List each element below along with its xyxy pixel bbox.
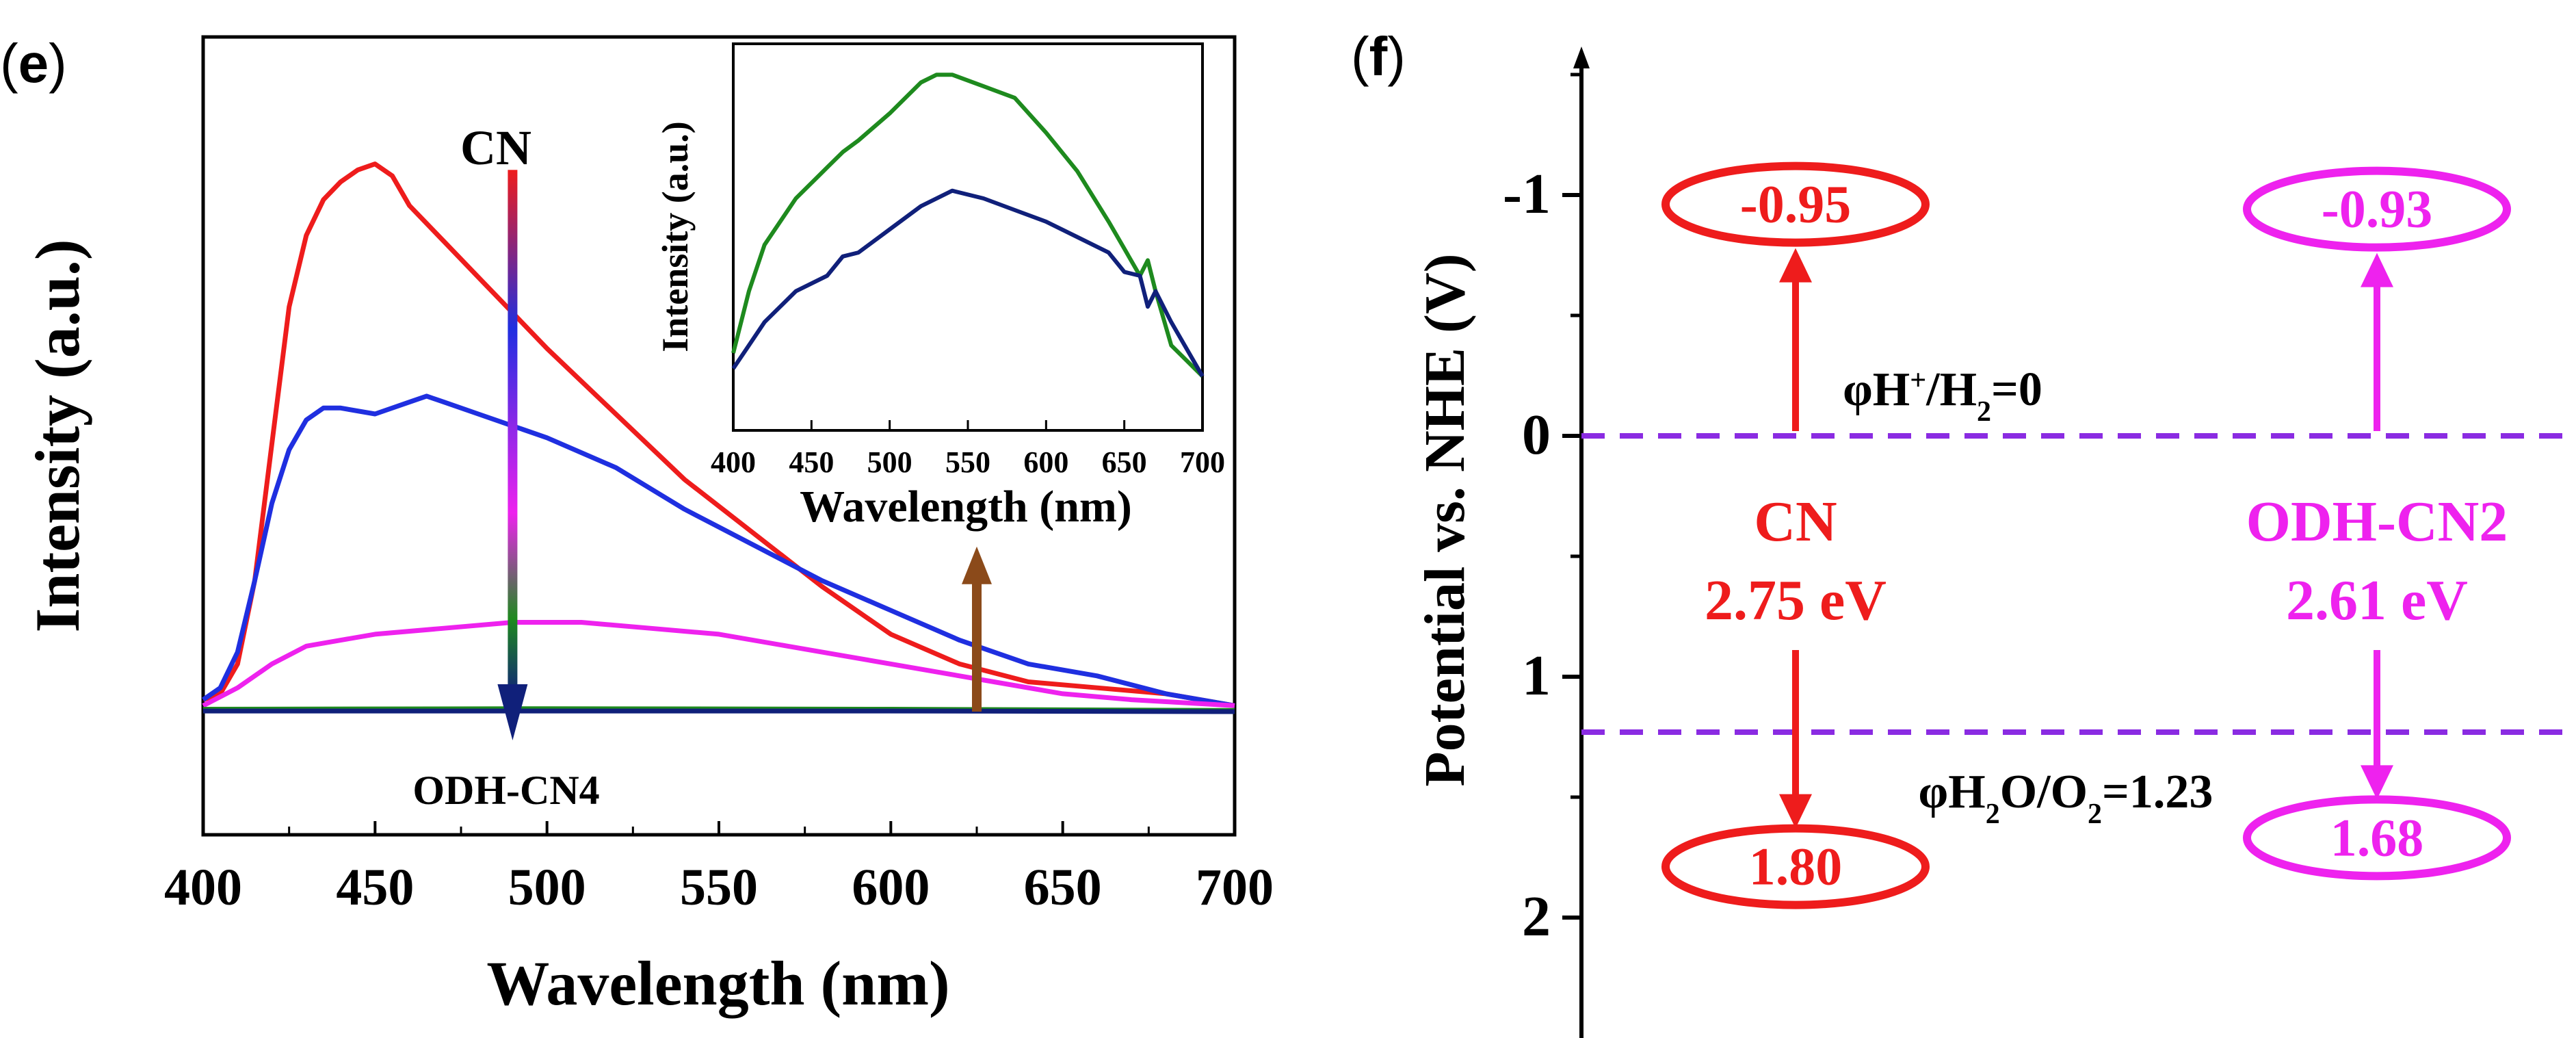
annotation-odh-cn4: ODH-CN4 [412, 768, 599, 813]
band-y-tick-label-0: 0 [1522, 403, 1551, 467]
band-y-axis-arrowhead [1573, 47, 1590, 68]
level-label-o2: φH2O/O2=1.23 [1919, 766, 2213, 830]
band-y-tick-label--1: -1 [1503, 162, 1551, 226]
bandgap-value: 2.61 eV [2286, 569, 2468, 632]
main-x-tick-label-500: 500 [508, 859, 586, 916]
sample-name: ODH-CN2 [2246, 490, 2508, 554]
level-h2-phi-h: φH [1843, 363, 1910, 416]
level-h2-plus: + [1910, 365, 1926, 396]
gap-arrowhead-up [1779, 248, 1812, 283]
main-y-axis-label: Intensity (a.u.) [23, 239, 92, 632]
level-o2-sub2b: 2 [2088, 799, 2102, 830]
main-series-group [202, 161, 1235, 714]
inset-x-tick-label-600: 600 [1023, 445, 1068, 479]
main-series-line-cn [202, 161, 1235, 708]
level-label-h2: φH+/H2=0 [1843, 363, 2042, 428]
cb-value: -0.93 [2322, 179, 2432, 239]
level-o2-value: =1.23 [2102, 766, 2213, 818]
inset-x-tick-label-700: 700 [1180, 445, 1225, 479]
gap-arrowhead-down [1779, 794, 1812, 829]
inset-x-ticks: 400 450 500 550 600 650 700 [711, 420, 1225, 479]
inset-series-line-green [731, 73, 1205, 378]
main-x-ticks: 400 450 500 550 600 650 700 [164, 821, 1274, 916]
band-y-axis-label: Potential vs. NHE (V) [1413, 253, 1477, 786]
main-x-tick-label-600: 600 [852, 859, 930, 916]
band-y-tick-label-2: 2 [1522, 885, 1551, 948]
inset-x-tick-label-500: 500 [867, 445, 912, 479]
panel-e: (e) 400 450 500 550 600 650 700 CN ODH-CN4 Wav… [0, 33, 1274, 1018]
level-h2-value: =0 [1991, 363, 2042, 416]
inset-series-group [731, 73, 1205, 378]
inset-x-tick-label-650: 650 [1102, 445, 1147, 479]
band-sample-odh-cn2: -0.93 1.68 ODH-CN2 2.61 eV [2243, 166, 2511, 881]
cb-value: -0.95 [1740, 174, 1851, 234]
panel-e-letter: e [18, 33, 49, 94]
vb-value: 1.80 [1749, 837, 1843, 896]
panel-f-paren-close: ) [1387, 26, 1406, 87]
main-x-axis-label: Wavelength (nm) [486, 948, 949, 1018]
inset-x-tick-label-400: 400 [711, 445, 756, 479]
gap-arrowhead-up [2361, 252, 2393, 287]
arrow-shaft-up [972, 570, 982, 712]
cb-ellipse [1661, 161, 1930, 247]
panel-e-label: (e) [0, 33, 67, 94]
vb-ellipse [1661, 824, 1930, 909]
annotation-cn: CN [460, 120, 531, 175]
main-x-tick-label-550: 550 [680, 859, 758, 916]
vb-value: 1.68 [2330, 807, 2424, 867]
level-h2-slash-h: /H [1926, 363, 1977, 416]
level-h2-sub2: 2 [1977, 396, 1991, 428]
inset-plot-frame [732, 42, 1204, 432]
main-x-tick-label-450: 450 [336, 859, 414, 916]
main-series-line-blue [202, 393, 1235, 708]
arrow-head-up [962, 546, 992, 584]
main-x-tick-label-700: 700 [1196, 859, 1274, 916]
vb-ellipse [2243, 795, 2511, 881]
panel-e-paren-close: ) [49, 33, 67, 94]
arrow-shaft-down [508, 170, 518, 699]
inset-series-line-navy [731, 188, 1205, 378]
band-y-tick-label-1: 1 [1522, 644, 1551, 708]
main-x-tick-label-400: 400 [164, 859, 242, 916]
panel-f-letter: f [1369, 26, 1388, 87]
cb-ellipse [2243, 166, 2511, 252]
level-o2-sub2a: 2 [1986, 799, 2000, 830]
panel-f-paren-open: ( [1351, 26, 1369, 87]
main-x-tick-label-650: 650 [1024, 859, 1102, 916]
band-sample-cn: -0.95 1.80 CN 2.75 eV [1661, 161, 1930, 909]
level-o2-phi-h: φH [1919, 766, 1986, 818]
arrow-head-down [497, 684, 528, 740]
inset-x-axis-label: Wavelength (nm) [800, 482, 1132, 532]
panel-e-paren-open: ( [0, 33, 18, 94]
inset-x-tick-label-550: 550 [945, 445, 990, 479]
panel-f-label: (f) [1351, 26, 1406, 87]
inset-x-tick-label-450: 450 [789, 445, 834, 479]
gap-arrowhead-down [2361, 765, 2393, 800]
main-series-line-odh-cn4 [203, 708, 1235, 714]
main-annotation-arrows [497, 170, 992, 740]
level-o2-o-slash-o: O/O [2000, 766, 2088, 818]
band-reference-levels [1581, 433, 2576, 735]
band-y-ticks: -1 0 1 2 [1503, 73, 1581, 948]
band-samples-group: -0.95 1.80 CN 2.75 eV -0.93 1.68 ODH-CN2 2.61 e… [1661, 161, 2511, 909]
sample-name: CN [1754, 490, 1837, 554]
main-series-line-magenta [202, 620, 1235, 708]
inset-y-axis-label: Intensity (a.u.) [655, 121, 696, 352]
bandgap-value: 2.75 eV [1705, 569, 1887, 632]
